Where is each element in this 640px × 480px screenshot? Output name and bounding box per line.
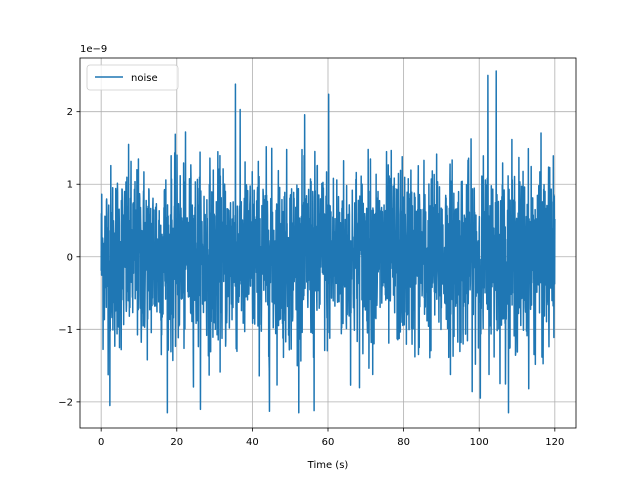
x-tick-label: 40 — [246, 437, 259, 448]
y-tick-label: 2 — [67, 107, 73, 118]
x-tick-label: 100 — [470, 437, 489, 448]
legend: noise — [86, 64, 179, 91]
series-line-noise — [100, 70, 556, 414]
legend-box — [86, 64, 179, 91]
x-tick-label: 120 — [545, 437, 564, 448]
x-tick-label: 20 — [170, 437, 183, 448]
x-tick-label: 0 — [98, 437, 104, 448]
y-tick-label: 0 — [67, 252, 73, 263]
x-tick-label: 60 — [322, 437, 335, 448]
x-tick-label: 80 — [397, 437, 410, 448]
y-tick-label: 1 — [67, 180, 73, 191]
x-axis: 0 20 40 60 80 100 120 — [98, 428, 564, 448]
y-tick-label: −2 — [58, 397, 73, 408]
plot-area — [100, 70, 556, 414]
y-axis: −2 −1 0 1 2 — [58, 107, 80, 408]
x-axis-title: Time (s) — [307, 460, 349, 471]
y-offset-label: 1e−9 — [80, 44, 107, 55]
y-tick-label: −1 — [58, 325, 73, 336]
legend-label-noise: noise — [131, 73, 158, 84]
